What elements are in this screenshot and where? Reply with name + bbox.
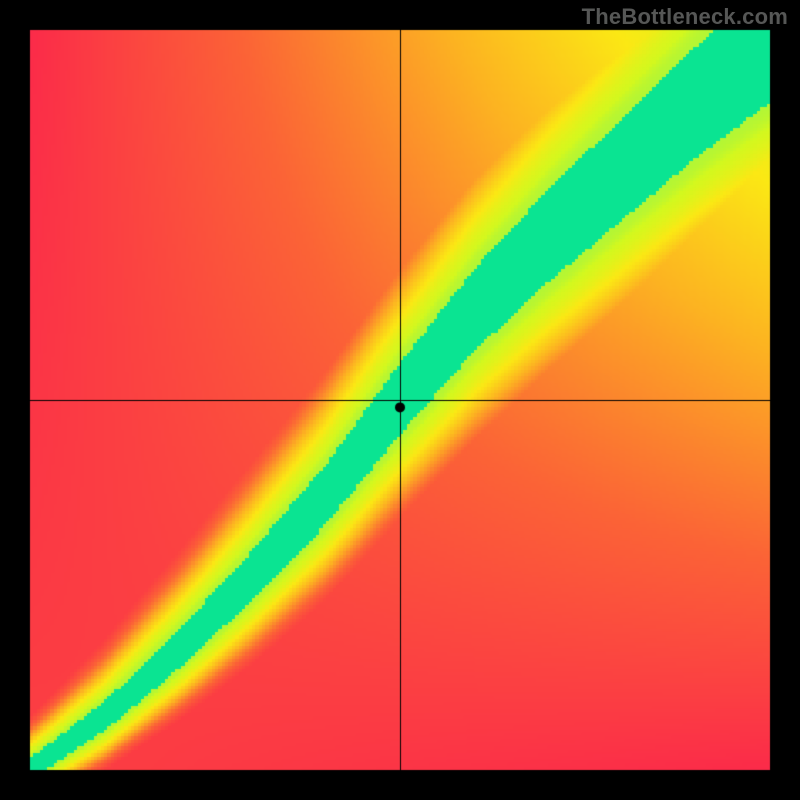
heatmap-plot	[0, 0, 800, 800]
watermark-label: TheBottleneck.com	[582, 4, 788, 30]
